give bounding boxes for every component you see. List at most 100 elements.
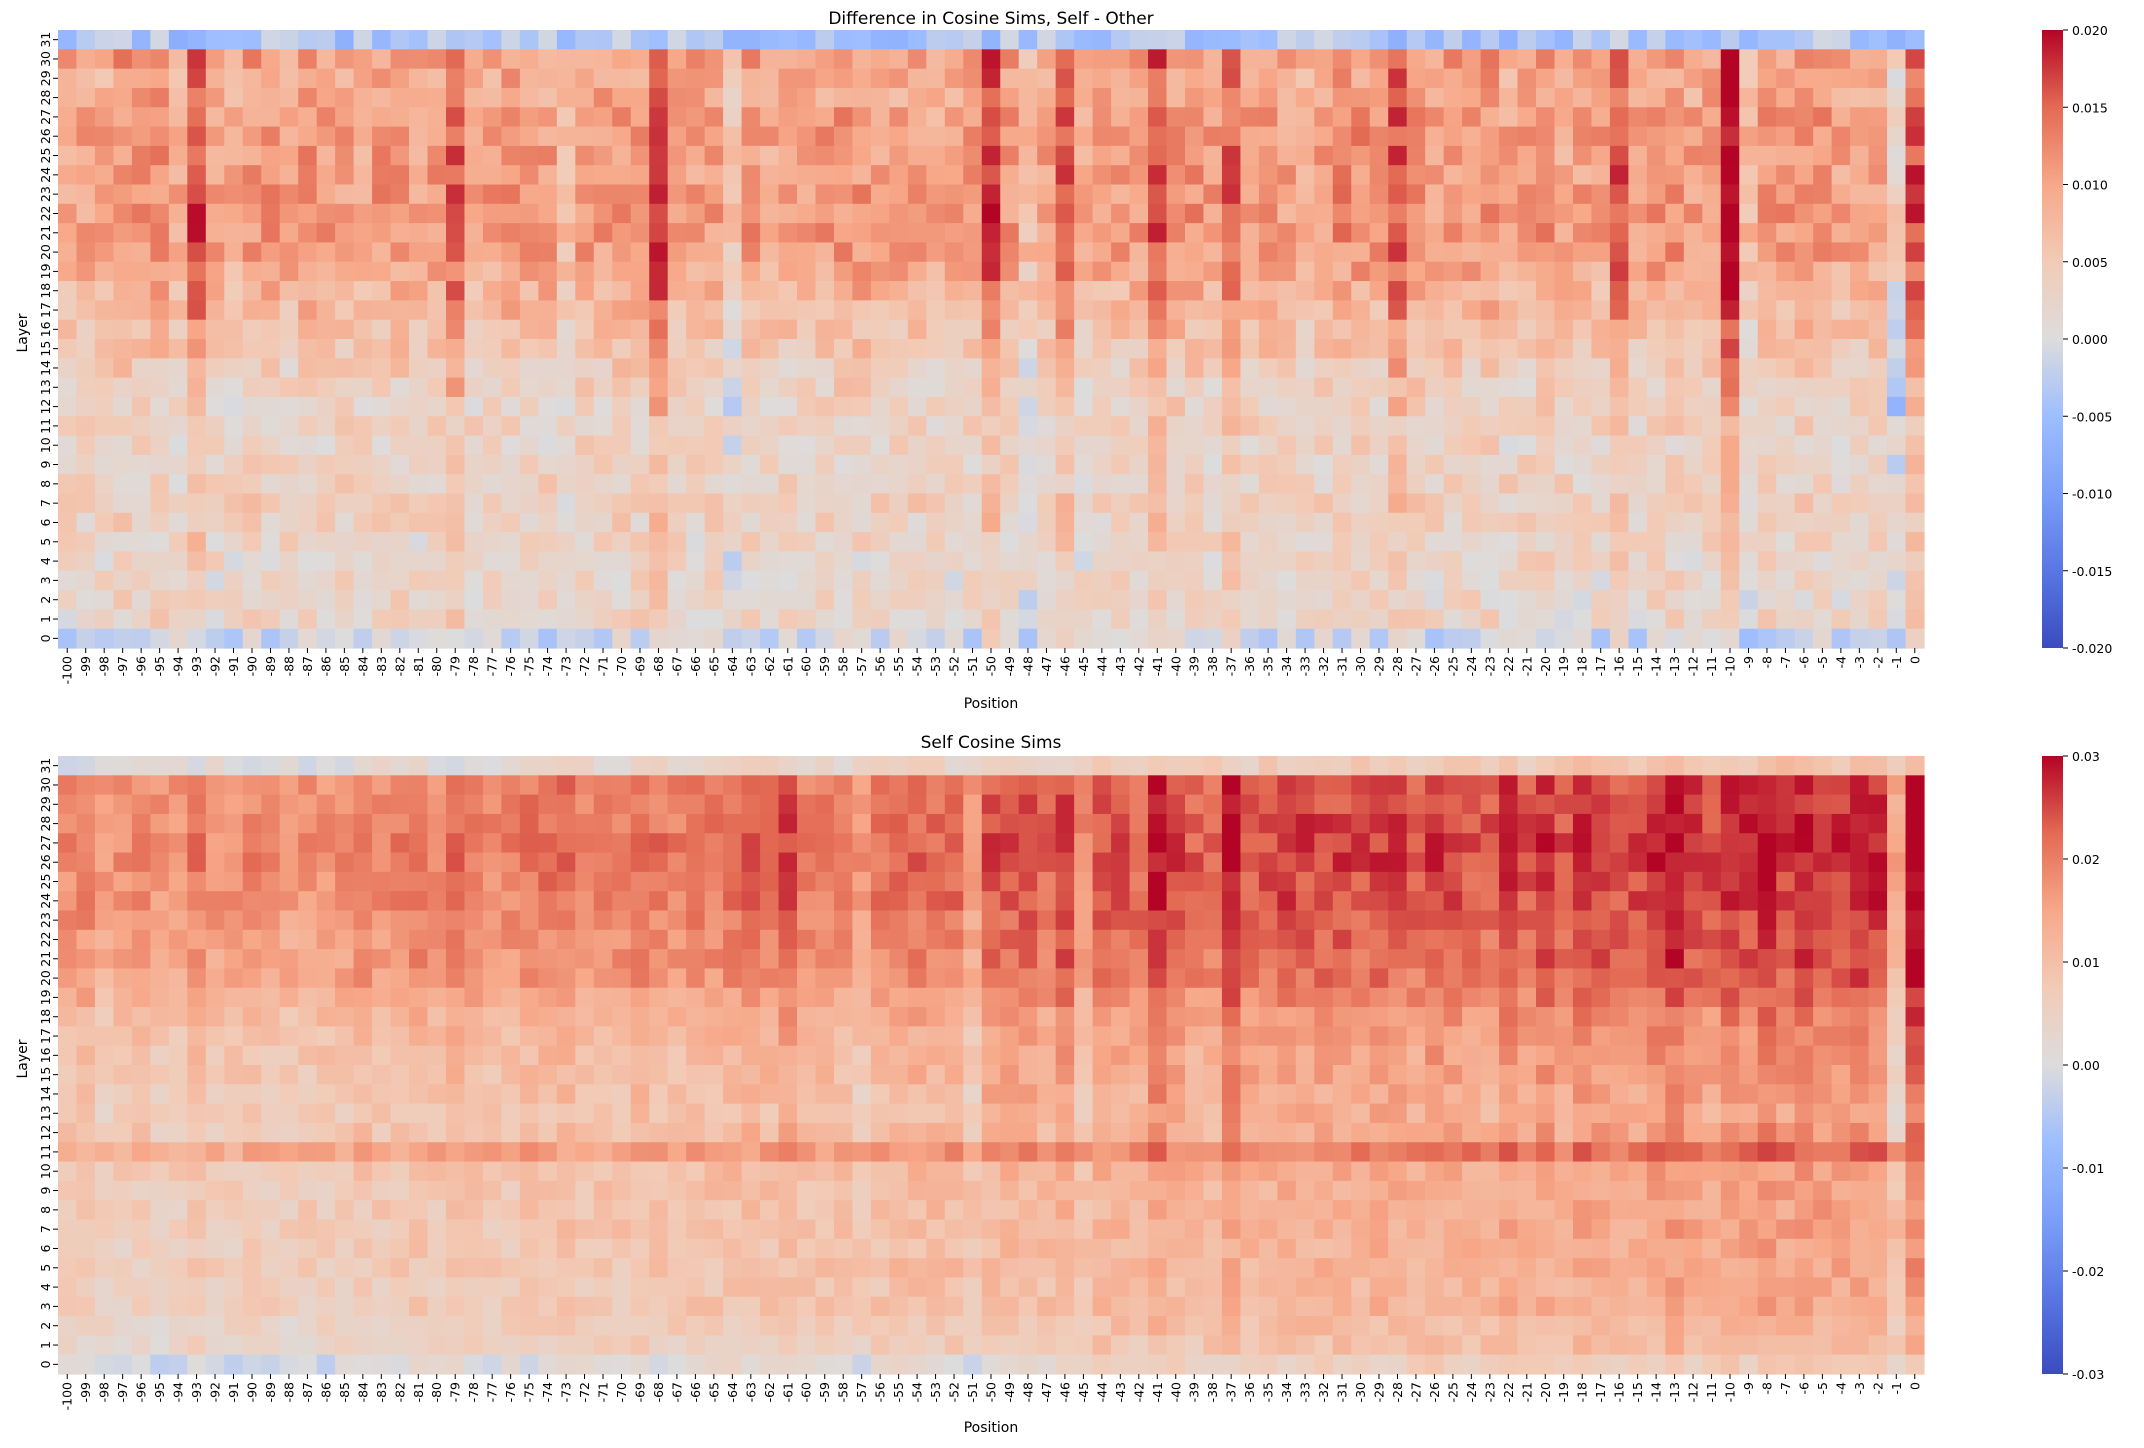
heatmap-cell <box>409 358 428 378</box>
heatmap-cell <box>95 320 114 340</box>
heatmap-cell <box>1222 590 1241 610</box>
heatmap-cell <box>391 756 410 776</box>
heatmap-cell <box>1702 204 1721 224</box>
heatmap-cell <box>1222 455 1241 475</box>
heatmap-cell <box>1628 532 1647 552</box>
heatmap-cell <box>150 911 169 931</box>
heatmap-cell <box>834 281 853 301</box>
heatmap-cell <box>779 436 798 456</box>
heatmap-cell <box>1869 795 1888 815</box>
heatmap-cell <box>982 590 1001 610</box>
heatmap-cell <box>575 911 594 931</box>
heatmap-cell <box>1296 30 1315 50</box>
x-tick-label: -72 <box>577 656 592 676</box>
heatmap-cell <box>963 185 982 205</box>
heatmap-cell <box>1037 814 1056 834</box>
heatmap-cell <box>280 474 299 494</box>
colorbar-tick-labels: 0.0200.0150.0100.0050.000-0.005-0.010-0.… <box>2063 23 2112 656</box>
heatmap-cell <box>594 551 613 571</box>
heatmap-cell <box>1351 165 1370 185</box>
heatmap-cell <box>1148 378 1167 398</box>
heatmap-cell <box>243 397 262 417</box>
heatmap-cell <box>1721 795 1740 815</box>
heatmap-cell <box>1739 358 1758 378</box>
heatmap-cell <box>612 609 631 629</box>
heatmap-cell <box>723 69 742 89</box>
heatmap-cell <box>1906 1007 1925 1027</box>
heatmap-cell <box>908 988 927 1008</box>
heatmap-cell <box>464 49 483 69</box>
heatmap-cell <box>1056 833 1075 853</box>
heatmap-cell <box>612 775 631 795</box>
heatmap-cell <box>95 242 114 262</box>
heatmap-cell <box>1407 88 1426 108</box>
heatmap-cell <box>594 1007 613 1027</box>
heatmap-cell <box>1665 49 1684 69</box>
heatmap-cell <box>261 571 280 591</box>
heatmap-cell <box>649 930 668 950</box>
heatmap-cell <box>1813 949 1832 969</box>
heatmap-cell <box>132 88 151 108</box>
heatmap-cell <box>538 494 557 514</box>
heatmap-cell <box>1093 814 1112 834</box>
heatmap-cell <box>428 49 447 69</box>
heatmap-cell <box>668 911 687 931</box>
heatmap-cell <box>446 416 465 436</box>
heatmap-cell <box>1518 146 1537 166</box>
heatmap-cell <box>686 185 705 205</box>
heatmap-cell <box>834 69 853 89</box>
heatmap-cell <box>1462 165 1481 185</box>
heatmap-cell <box>982 629 1001 649</box>
heatmap-cell <box>945 1026 964 1046</box>
heatmap-cell <box>1555 30 1574 50</box>
heatmap-cell <box>95 358 114 378</box>
heatmap-cell <box>1425 775 1444 795</box>
heatmap-cell <box>206 795 225 815</box>
heatmap-cell <box>1333 795 1352 815</box>
heatmap-cell <box>1850 968 1869 988</box>
heatmap-cell <box>538 1007 557 1027</box>
heatmap-cell <box>1222 262 1241 282</box>
heatmap-cell <box>446 262 465 282</box>
heatmap-cell <box>335 911 354 931</box>
heatmap-cell <box>1444 988 1463 1008</box>
heatmap-cell <box>945 609 964 629</box>
heatmap-cell <box>1813 49 1832 69</box>
heatmap-cell <box>538 756 557 776</box>
heatmap-cell <box>871 494 890 514</box>
heatmap-cell <box>982 571 1001 591</box>
heatmap-cell <box>428 107 447 127</box>
heatmap-cell <box>280 107 299 127</box>
heatmap-cell <box>1813 30 1832 50</box>
heatmap-cell <box>668 358 687 378</box>
heatmap-cell <box>372 814 391 834</box>
heatmap-cell <box>1758 532 1777 552</box>
heatmap-cell <box>1370 416 1389 436</box>
heatmap-cell <box>113 107 132 127</box>
heatmap-cell <box>1536 358 1555 378</box>
heatmap-cell <box>797 358 816 378</box>
heatmap-cell <box>538 204 557 224</box>
heatmap-cell <box>224 165 243 185</box>
heatmap-cell <box>1056 339 1075 359</box>
heatmap-cell <box>169 223 188 243</box>
heatmap-cell <box>1518 223 1537 243</box>
heatmap-cell <box>945 30 964 50</box>
heatmap-cell <box>1111 262 1130 282</box>
heatmap-cell <box>1351 629 1370 649</box>
heatmap-cell <box>132 930 151 950</box>
heatmap-cell <box>705 532 724 552</box>
heatmap-cell <box>1425 968 1444 988</box>
heatmap-cell <box>686 397 705 417</box>
heatmap-cell <box>1591 262 1610 282</box>
heatmap-cell <box>1628 378 1647 398</box>
heatmap-cell <box>705 872 724 892</box>
heatmap-cell <box>1444 853 1463 873</box>
heatmap-cell <box>1739 814 1758 834</box>
heatmap-cell <box>1167 1007 1186 1027</box>
heatmap-cell <box>1222 833 1241 853</box>
heatmap-cell <box>1093 571 1112 591</box>
heatmap-cell <box>1203 300 1222 320</box>
heatmap-cell <box>95 339 114 359</box>
heatmap-cell <box>428 300 447 320</box>
